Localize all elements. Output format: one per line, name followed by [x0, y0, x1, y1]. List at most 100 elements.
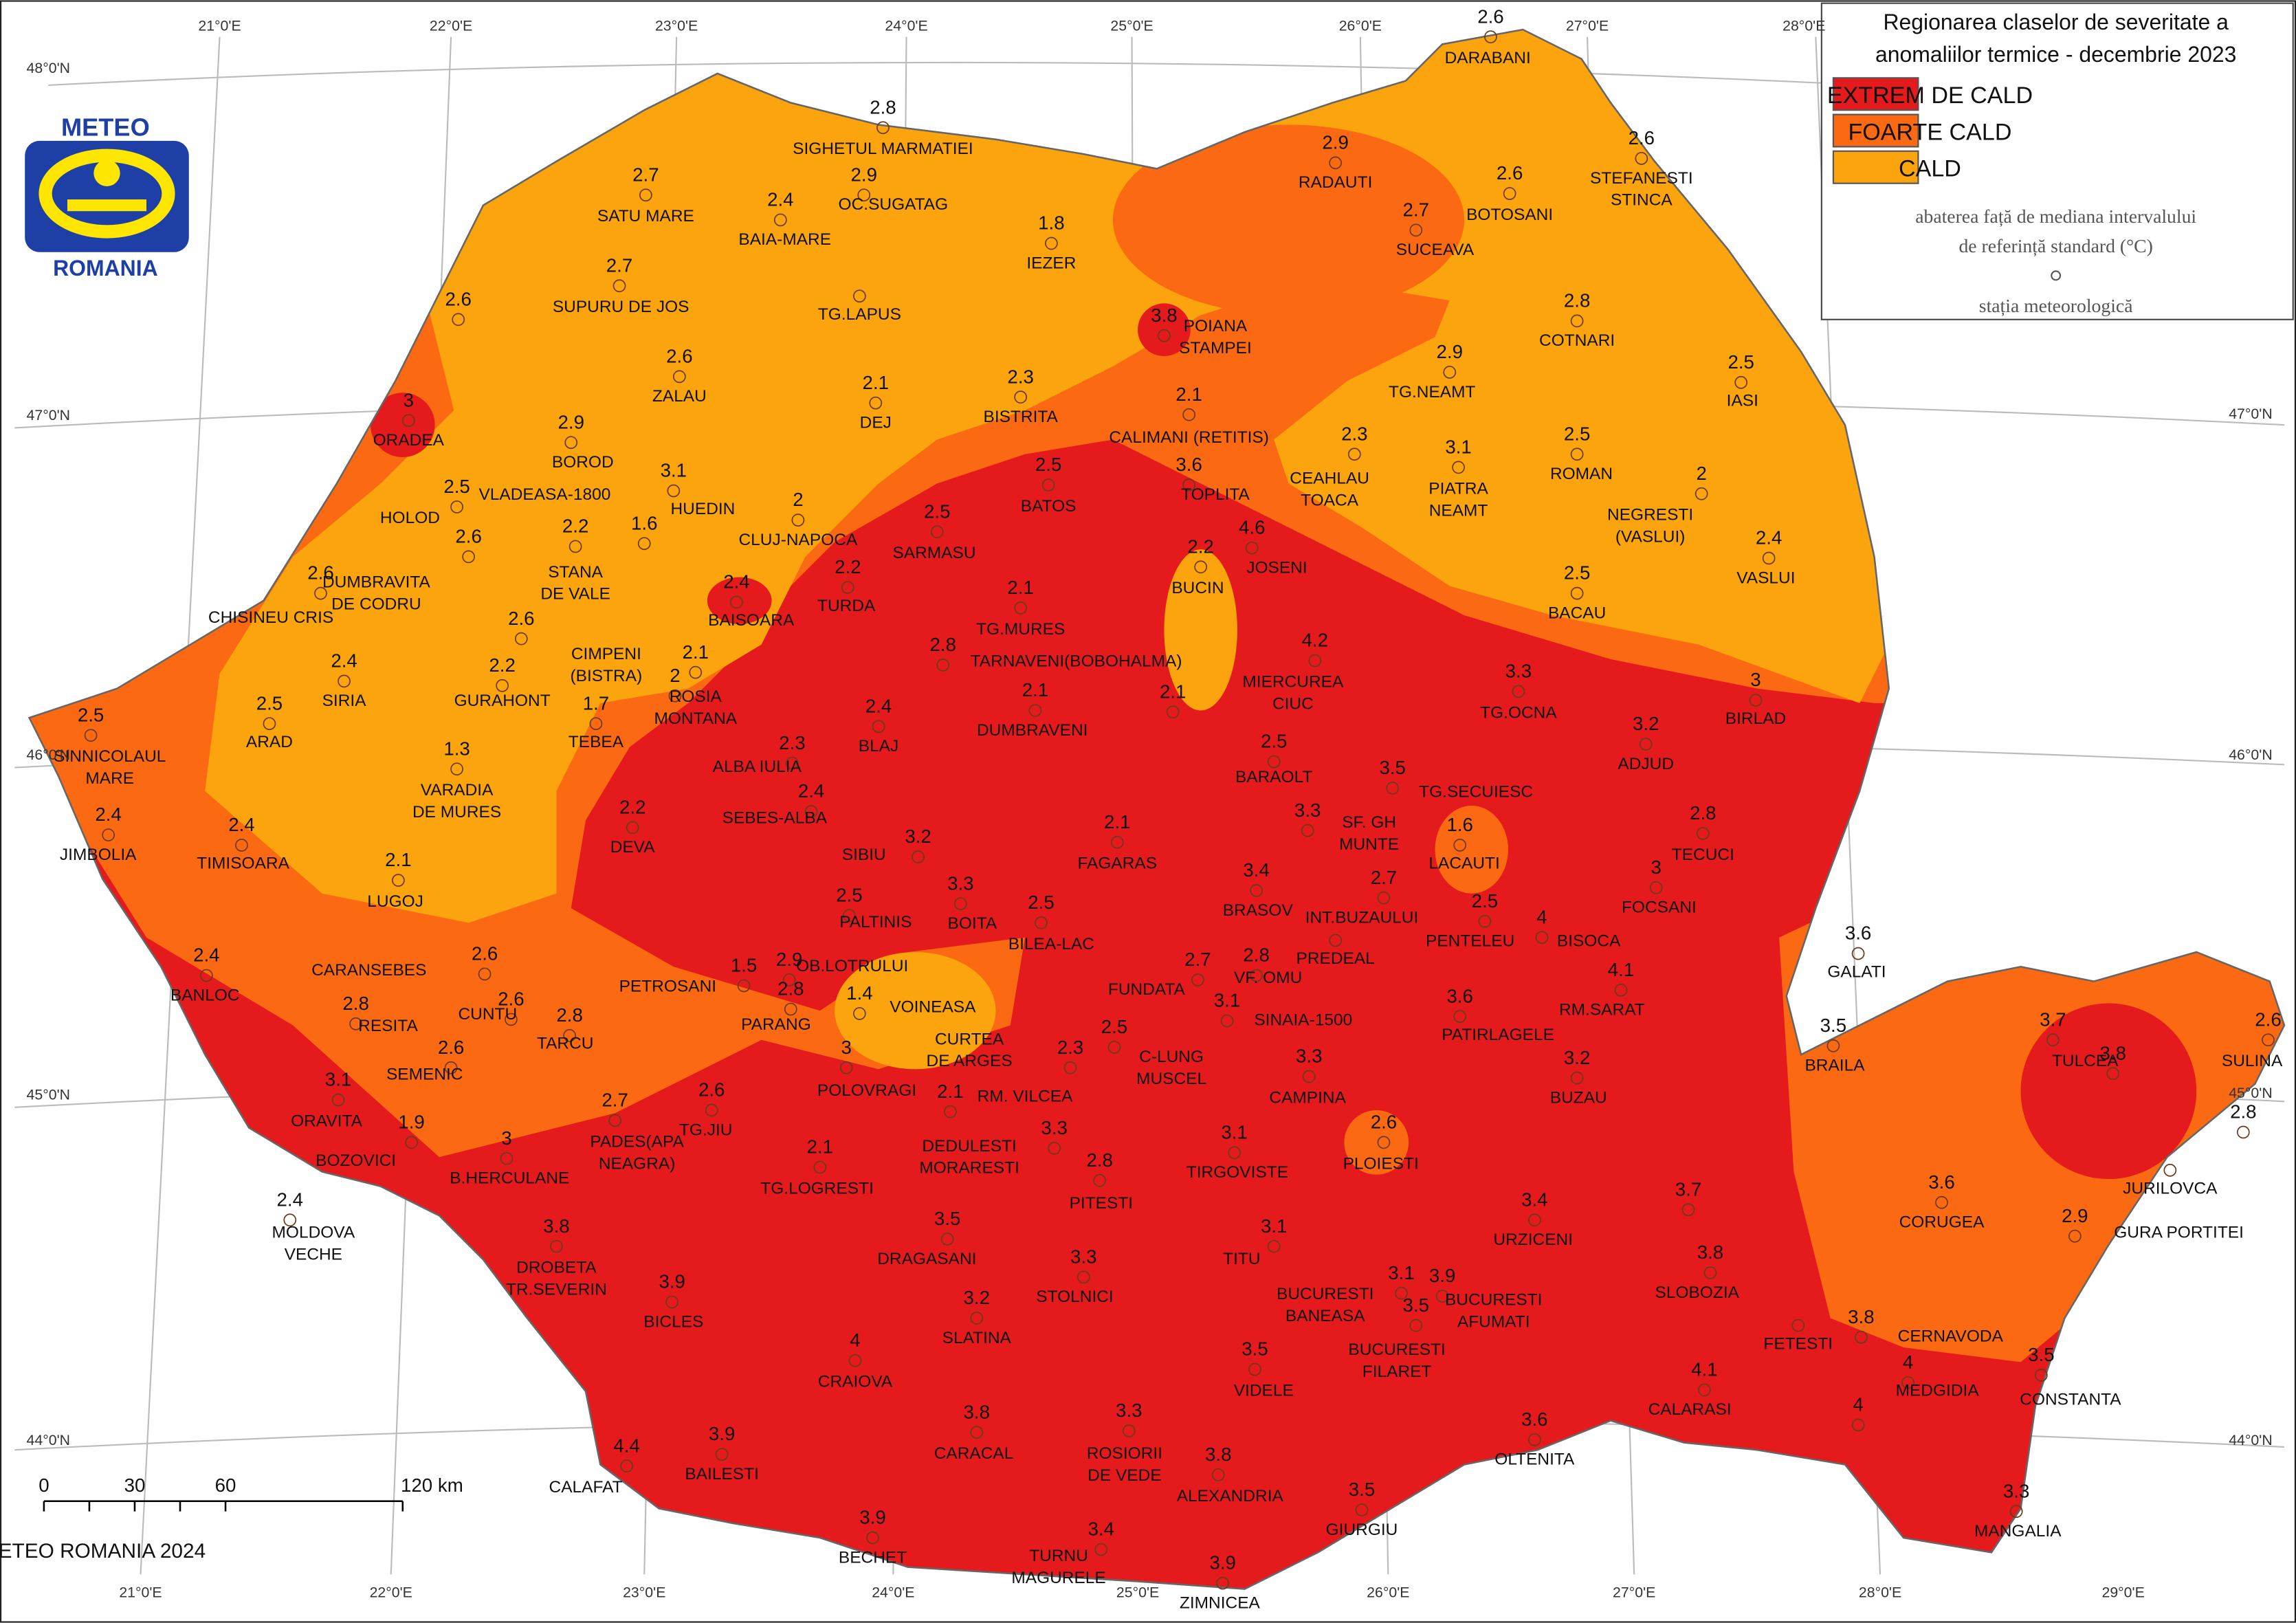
station-value: 3.3 [2003, 1480, 2029, 1501]
longitude-label: 27°0'E [1613, 1585, 1655, 1601]
station-name: CONSTANTA [2020, 1390, 2121, 1409]
station-value: 2.1 [807, 1136, 834, 1158]
station-name: (BISTRA) [570, 667, 642, 685]
station-value: 2.5 [1261, 731, 1288, 752]
station-marker [1045, 236, 1058, 250]
station-value: 2.5 [1028, 892, 1055, 913]
station-name: BILEA-LAC [1008, 935, 1094, 953]
station-marker [1901, 1376, 1914, 1389]
station-name: ROSIORII [1087, 1444, 1162, 1463]
station-name: BOTOSANI [1466, 206, 1553, 224]
legend-swatch [1832, 77, 1919, 111]
station-name: DRAGASANI [877, 1250, 976, 1268]
station-marker [872, 720, 885, 733]
station-value: 1.6 [631, 512, 658, 533]
station-name: NEAGRA) [599, 1154, 676, 1173]
longitude-label: 25°0'E [1116, 1585, 1159, 1601]
station-marker [857, 188, 871, 202]
station-marker [314, 586, 327, 600]
scale-label: 0 [38, 1475, 49, 1496]
station-marker [1302, 1070, 1316, 1083]
station-name: OLTENITA [1494, 1450, 1575, 1469]
station-name: VASLUI [1736, 568, 1795, 587]
station-value: 2.5 [1564, 562, 1591, 584]
legend-title: Regionarea claselor de severitate a [1883, 10, 2229, 34]
station-name: MUSCEL [1136, 1070, 1206, 1088]
station-marker [1166, 705, 1180, 719]
station-name: GURA PORTITEI [2114, 1223, 2244, 1241]
station-value: 2.1 [1022, 679, 1049, 700]
station-marker [672, 370, 686, 384]
longitude-label: 24°0'E [872, 1585, 914, 1601]
station-value: 3.3 [1116, 1400, 1143, 1421]
station-marker [1107, 1041, 1121, 1054]
station-name: MORARESTI [919, 1159, 1019, 1178]
station-name: IASI [1727, 392, 1758, 410]
station-marker [2068, 1229, 2082, 1243]
station-name: DE ARGES [927, 1052, 1013, 1070]
station-value: 3.6 [1845, 923, 1871, 944]
zone-warm-lacauti [1435, 805, 1509, 894]
station-value: 2.1 [937, 1081, 964, 1102]
station-value: 2.3 [1341, 423, 1368, 444]
station-value: 3.5 [934, 1208, 961, 1229]
station-name: TG.NEAMT [1389, 383, 1476, 401]
station-marker [869, 396, 883, 410]
logo-text: ROMANIA [53, 256, 158, 280]
station-marker [102, 828, 115, 841]
station-name: PLOIESTI [1343, 1154, 1419, 1173]
station-name: B.HERCULANE [450, 1169, 569, 1188]
station-value: 2.5 [1035, 454, 1062, 475]
station-marker [1377, 891, 1391, 905]
longitude-label: 24°0'E [885, 17, 927, 34]
station-name: TURDA [817, 597, 876, 615]
station-name: STINCA [1611, 191, 1673, 210]
station-name: CARACAL [934, 1444, 1014, 1463]
station-name: ORADEA [373, 431, 445, 450]
latitude-label: 45°0'N [27, 1086, 71, 1103]
station-value: 2.3 [1057, 1037, 1084, 1058]
station-marker [2262, 1033, 2275, 1047]
station-marker [1570, 586, 1584, 600]
station-name: CALAFAT [549, 1478, 623, 1497]
station-marker [1220, 1014, 1234, 1028]
station-marker [1696, 827, 1710, 840]
station-name: FILARET [1362, 1362, 1432, 1381]
station-marker [791, 514, 805, 527]
station-name: VECHE [285, 1245, 342, 1263]
station-name: RM. VILCEA [978, 1087, 1073, 1105]
legend-station-label: stația meteorologică [1979, 295, 2133, 316]
station-value: 2.6 [1477, 5, 1504, 27]
station-name: OC.SUGATAG [839, 195, 949, 214]
station-name: TECUCI [1672, 846, 1734, 864]
station-value: 3.2 [964, 1287, 991, 1308]
station-name: SEMENIC [386, 1065, 463, 1083]
station-value: 4 [1853, 1394, 1863, 1415]
station-name: BRASOV [1223, 901, 1294, 920]
station-name: PETROSANI [619, 978, 717, 996]
station-name: ADJUD [1618, 755, 1674, 773]
station-name: RESITA [358, 1017, 418, 1035]
station-name: FUNDATA [1108, 980, 1186, 999]
station-marker [667, 484, 681, 498]
station-marker [639, 188, 652, 202]
station-marker [848, 1354, 862, 1367]
station-marker [852, 289, 866, 303]
station-marker [405, 1136, 418, 1149]
station-name: BAISOARA [708, 611, 795, 630]
station-name: IEZER [1026, 254, 1076, 272]
station-name: POLOVRAGI [817, 1081, 916, 1100]
station-marker [637, 537, 651, 551]
station-marker [1248, 1362, 1261, 1376]
station-marker [1014, 601, 1028, 615]
station-value: 3.7 [2040, 1008, 2066, 1030]
station-value: 3.7 [1675, 1179, 1702, 1200]
station-name: ZALAU [652, 387, 707, 406]
station-value: 2.7 [606, 254, 633, 276]
station-marker [338, 674, 351, 688]
station-marker [852, 1007, 866, 1020]
station-value: 2.4 [95, 804, 122, 825]
station-value: 3.5 [1241, 1338, 1268, 1360]
copyright: Copyright: METEO ROMANIA 2024 [0, 1540, 206, 1563]
station-name: GURAHONT [454, 692, 551, 710]
